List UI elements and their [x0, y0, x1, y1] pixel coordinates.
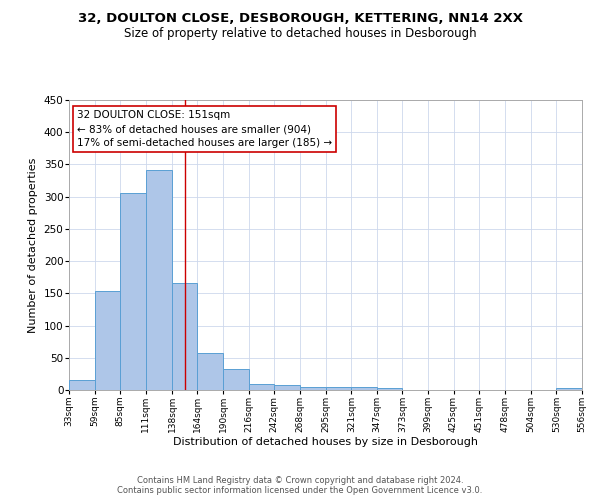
- Bar: [352, 388, 377, 390]
- Bar: [248, 384, 274, 390]
- Text: Size of property relative to detached houses in Desborough: Size of property relative to detached ho…: [124, 28, 476, 40]
- Bar: [120, 194, 146, 390]
- Bar: [223, 368, 248, 390]
- Bar: [299, 387, 326, 390]
- Bar: [326, 388, 352, 390]
- Text: 32 DOULTON CLOSE: 151sqm
← 83% of detached houses are smaller (904)
17% of semi-: 32 DOULTON CLOSE: 151sqm ← 83% of detach…: [77, 110, 332, 148]
- Bar: [556, 388, 582, 390]
- X-axis label: Distribution of detached houses by size in Desborough: Distribution of detached houses by size …: [173, 438, 478, 448]
- Bar: [172, 283, 197, 390]
- Bar: [274, 386, 299, 390]
- Text: Contains public sector information licensed under the Open Government Licence v3: Contains public sector information licen…: [118, 486, 482, 495]
- Y-axis label: Number of detached properties: Number of detached properties: [28, 158, 38, 332]
- Bar: [69, 380, 95, 390]
- Bar: [95, 292, 120, 390]
- Text: 32, DOULTON CLOSE, DESBOROUGH, KETTERING, NN14 2XX: 32, DOULTON CLOSE, DESBOROUGH, KETTERING…: [77, 12, 523, 26]
- Bar: [377, 388, 403, 390]
- Bar: [146, 170, 172, 390]
- Text: Contains HM Land Registry data © Crown copyright and database right 2024.: Contains HM Land Registry data © Crown c…: [137, 476, 463, 485]
- Bar: [197, 354, 223, 390]
